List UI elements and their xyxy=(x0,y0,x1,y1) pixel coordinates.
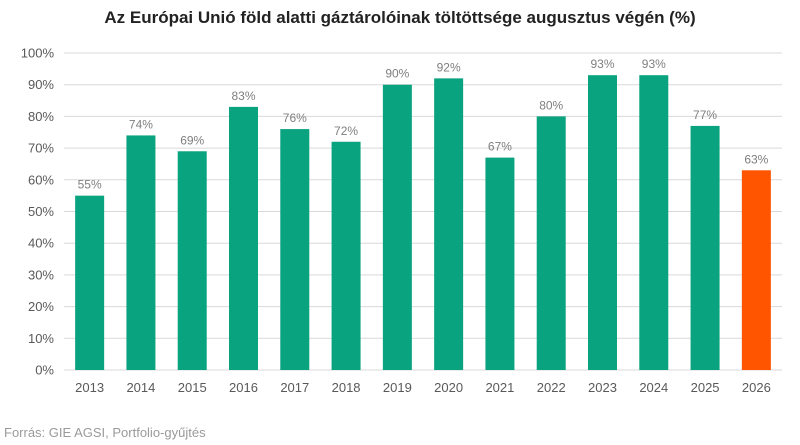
y-tick-label: 10% xyxy=(28,331,54,346)
value-label-2022: 80% xyxy=(539,98,563,112)
bars xyxy=(75,75,771,371)
x-tick-label-2016: 2016 xyxy=(229,380,258,395)
y-tick-label: 100% xyxy=(21,46,55,61)
value-label-2016: 83% xyxy=(231,89,255,103)
bar-2023 xyxy=(588,75,617,370)
bar-2015 xyxy=(177,151,207,370)
bar-2014 xyxy=(126,135,156,370)
x-tick-label-2022: 2022 xyxy=(537,380,566,395)
x-tick-label-2023: 2023 xyxy=(588,380,617,395)
value-labels: 55% 74% 69% 83% 76% 72% 90% 92% 67% 80% 93% 93% 77% 6… xyxy=(78,57,769,191)
value-label-2017: 76% xyxy=(283,111,307,125)
bar-2013 xyxy=(75,195,105,370)
source-note: Forrás: GIE AGSI, Portfolio-gyűjtés xyxy=(4,425,206,440)
x-tick-label-2020: 2020 xyxy=(434,380,463,395)
value-label-2013: 55% xyxy=(78,178,102,192)
value-label-2014: 74% xyxy=(129,117,153,131)
value-label-2019: 90% xyxy=(385,67,409,81)
gridlines xyxy=(64,52,782,371)
x-tick-label-2019: 2019 xyxy=(383,380,412,395)
value-label-2015: 69% xyxy=(180,133,204,147)
y-tick-label: 0% xyxy=(35,363,54,378)
bar-2026 xyxy=(741,170,771,370)
x-tick-label-2021: 2021 xyxy=(485,380,514,395)
y-tick-label: 30% xyxy=(28,267,54,282)
bar-2017 xyxy=(280,129,310,370)
value-label-2025: 77% xyxy=(693,108,717,122)
y-tick-label: 70% xyxy=(28,141,54,156)
bar-2021 xyxy=(485,157,515,370)
x-tick-label-2018: 2018 xyxy=(332,380,361,395)
x-tick-label-2025: 2025 xyxy=(691,380,720,395)
value-label-2021: 67% xyxy=(488,140,512,154)
y-tick-label: 60% xyxy=(28,172,54,187)
bar-2022 xyxy=(536,116,566,371)
y-axis-tick-labels: 0% 10% 20% 30% 40% 50% 60% 70% 80% 90% 100% xyxy=(21,46,55,378)
value-label-2018: 72% xyxy=(334,124,358,138)
value-label-2020: 92% xyxy=(437,60,461,74)
value-label-2024: 93% xyxy=(642,57,666,71)
value-label-2023: 93% xyxy=(590,57,614,71)
y-tick-label: 80% xyxy=(28,109,54,124)
bar-2016 xyxy=(229,106,258,370)
value-label-2026: 63% xyxy=(744,152,768,166)
bar-2020 xyxy=(434,78,464,371)
bar-2018 xyxy=(331,141,361,370)
x-tick-label-2017: 2017 xyxy=(280,380,309,395)
y-tick-label: 90% xyxy=(28,77,54,92)
x-tick-label-2013: 2013 xyxy=(75,380,104,395)
bar-2025 xyxy=(690,125,720,370)
x-tick-label-2026: 2026 xyxy=(742,380,771,395)
x-tick-label-2014: 2014 xyxy=(126,380,155,395)
y-tick-label: 40% xyxy=(28,236,54,251)
bar-2019 xyxy=(382,84,412,370)
bar-2024 xyxy=(639,75,669,370)
x-tick-label-2015: 2015 xyxy=(178,380,207,395)
chart-title: Az Európai Unió föld alatti gáztárolóina… xyxy=(104,8,696,27)
x-axis-tick-labels: 2013 2014 2015 2016 2017 2018 2019 2020 2021 2022… xyxy=(75,380,771,395)
x-tick-label-2024: 2024 xyxy=(639,380,668,395)
y-tick-label: 50% xyxy=(28,204,54,219)
y-tick-label: 20% xyxy=(28,299,54,314)
